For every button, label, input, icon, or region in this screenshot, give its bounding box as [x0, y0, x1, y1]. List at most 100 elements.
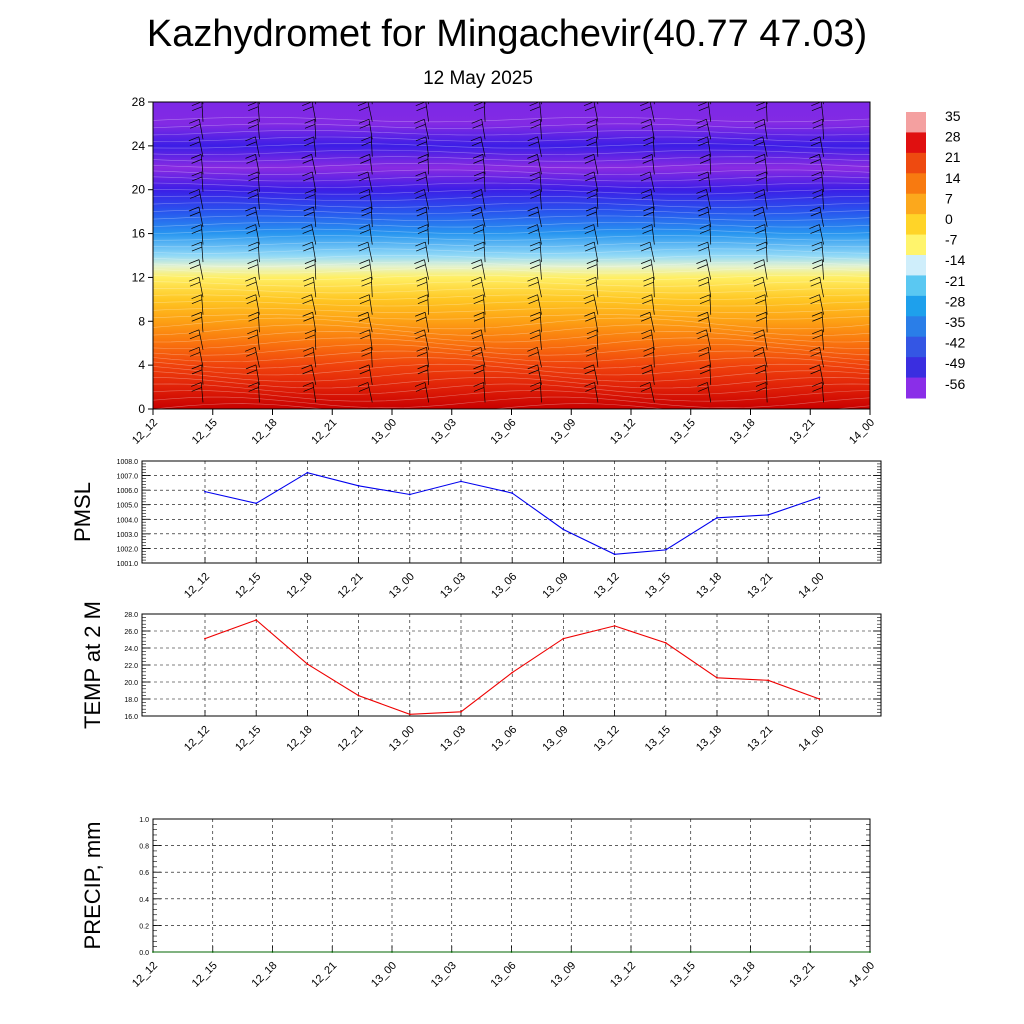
wind-barb-flag — [248, 311, 259, 317]
wind-barb-flag — [643, 136, 654, 142]
wind-barb-staff — [425, 242, 430, 263]
wind-barb — [414, 189, 430, 210]
wind-barb-flag — [754, 123, 766, 129]
wind-barb — [470, 276, 486, 298]
wind-barb-staff — [650, 259, 655, 280]
y-tick-label: 16 — [132, 227, 146, 241]
wind-barb — [248, 382, 260, 403]
wind-barb-staff — [822, 189, 824, 210]
wind-barb-flag — [528, 159, 539, 164]
wind-barb — [754, 294, 768, 315]
wind-barb-flag — [696, 329, 707, 335]
wind-barb-flag — [699, 159, 711, 164]
data-point — [664, 548, 667, 551]
wind-barb-flag — [585, 206, 597, 212]
wind-barb-staff — [426, 347, 430, 368]
wind-barb-staff — [315, 102, 317, 105]
wind-barb-flag — [640, 316, 652, 322]
wind-barb-flag — [811, 311, 823, 317]
wind-barb — [471, 329, 486, 350]
wind-barb-staff — [819, 206, 824, 228]
wind-barb-flag — [303, 136, 314, 142]
wind-barb-flag — [414, 118, 425, 124]
wind-barb — [472, 154, 486, 175]
wind-barb — [302, 311, 317, 333]
wind-barb — [191, 241, 204, 263]
data-point — [869, 951, 871, 953]
wind-barb-flag — [584, 84, 594, 88]
wind-barb-flag — [191, 369, 203, 375]
wind-barb — [304, 118, 317, 140]
wind-barb — [529, 259, 542, 280]
wind-barb-flag — [414, 259, 425, 264]
data-point — [271, 951, 274, 953]
wind-barb-flag — [361, 347, 372, 352]
wind-barb-flag — [303, 387, 314, 392]
wind-barb — [585, 206, 599, 228]
wind-barb-flag — [304, 189, 315, 194]
wind-barb — [302, 241, 317, 263]
wind-barb-staff — [257, 119, 260, 140]
contour-line — [153, 390, 870, 402]
wind-barb — [809, 136, 824, 157]
wind-barb — [357, 382, 373, 403]
wind-barb-flag — [586, 141, 597, 147]
wind-barb — [586, 329, 599, 350]
wind-barb — [527, 364, 542, 385]
wind-barb — [639, 171, 655, 192]
x-tick-label: 13_09 — [540, 724, 570, 754]
wind-barb — [586, 118, 599, 140]
x-tick-label: 13_15 — [643, 724, 673, 754]
wind-barb — [530, 382, 542, 403]
colorbar-swatch — [906, 377, 926, 399]
wind-barb-flag — [359, 369, 370, 375]
wind-barb-staff — [762, 136, 768, 157]
wind-barb-staff — [370, 136, 373, 157]
wind-barb-staff — [597, 102, 599, 105]
wind-barb-flag — [586, 329, 598, 335]
colorbar-label: -42 — [945, 335, 965, 351]
wind-barb-flag — [754, 334, 765, 340]
wind-barb-staff — [314, 189, 317, 210]
wind-barb-flag — [415, 123, 426, 129]
x-tick-label: 13_12 — [592, 724, 622, 754]
wind-barb-flag — [530, 264, 541, 269]
wind-barb-flag — [415, 311, 426, 317]
wind-barb-flag — [583, 364, 594, 370]
wind-barb-flag — [474, 176, 485, 182]
y-tick-label: 28.0 — [124, 612, 138, 619]
wind-barb-flag — [473, 364, 484, 370]
wind-barb-staff — [539, 119, 542, 140]
data-point — [255, 619, 258, 621]
wind-barb-staff — [367, 382, 373, 403]
contour-line — [153, 337, 870, 349]
wind-barb — [752, 276, 768, 298]
precip-panel: 0.0 0.2 0.4 0.6 0.8 1.0 12_12 12_15 12_18 12_21 13… — [80, 817, 877, 990]
wind-barb-staff — [482, 224, 486, 245]
wind-barb-flag — [584, 176, 596, 182]
wind-barb — [414, 118, 430, 140]
wind-barb-staff — [537, 154, 542, 175]
wind-barb — [583, 154, 599, 175]
wind-barb — [696, 259, 712, 280]
wind-barb-staff — [426, 277, 430, 298]
wind-barb-staff — [481, 119, 486, 140]
wind-barb-staff — [367, 102, 373, 122]
wind-barb-staff — [481, 259, 486, 280]
wind-barb-flag — [361, 136, 372, 142]
wind-barb-flag — [304, 141, 315, 147]
wind-barb-flag — [753, 329, 764, 335]
wind-barb-flag — [584, 299, 595, 305]
data-point — [562, 637, 565, 640]
wind-barb-flag — [754, 84, 764, 88]
contour-line — [153, 149, 870, 155]
wind-barb-staff — [368, 364, 373, 385]
wind-barb-flag — [415, 334, 426, 340]
wind-barb-staff — [367, 312, 373, 333]
wind-barb-flag — [416, 176, 427, 182]
wind-barb-flag — [754, 294, 766, 300]
wind-barb-staff — [706, 329, 712, 350]
wind-barb — [640, 118, 655, 140]
wind-barb-flag — [530, 246, 541, 252]
wind-barb-staff — [762, 347, 768, 368]
